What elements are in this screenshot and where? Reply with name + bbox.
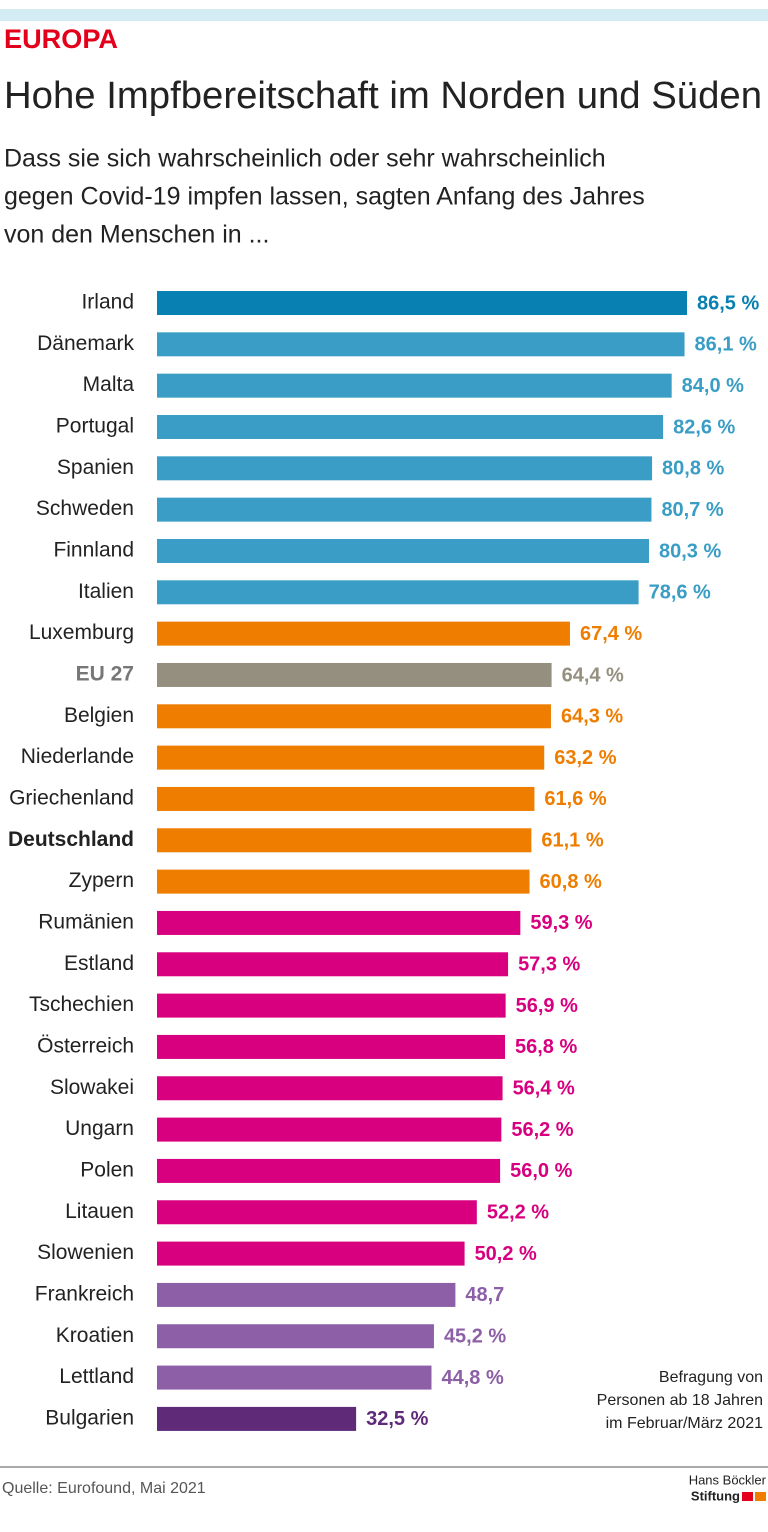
bar	[157, 952, 509, 977]
category-label: Bulgarien	[45, 1406, 134, 1429]
category-label: Luxemburg	[29, 621, 134, 644]
bar	[157, 910, 521, 935]
category-label: Finnland	[53, 539, 134, 562]
value-label: 67,4 %	[580, 623, 642, 645]
bar	[157, 1282, 456, 1307]
category-label: Rumänien	[38, 910, 134, 933]
bar	[157, 1324, 434, 1349]
bar	[157, 621, 570, 646]
category-label: Niederlande	[21, 745, 134, 768]
value-label: 80,7 %	[661, 499, 723, 521]
value-label: 80,3 %	[659, 540, 721, 562]
category-label: Österreich	[37, 1034, 134, 1057]
bar	[157, 704, 551, 729]
category-label: Frankreich	[35, 1282, 134, 1305]
source: Quelle: Eurofound, Mai 2021	[2, 1480, 206, 1497]
bar	[157, 1406, 357, 1431]
value-label: 82,6 %	[673, 416, 735, 438]
bar	[157, 332, 685, 357]
chart-title: Hohe Impfbereitschaft im Norden und Süde…	[4, 75, 762, 117]
bar	[157, 291, 687, 315]
value-label: 84,0 %	[682, 375, 744, 397]
bar	[157, 538, 649, 563]
category-label: Polen	[80, 1158, 134, 1181]
bar	[157, 497, 652, 522]
category-label: EU 27	[76, 663, 134, 686]
bar	[157, 414, 664, 439]
value-label: 56,9 %	[516, 995, 578, 1017]
category-label: Portugal	[56, 415, 134, 438]
category-label: Slowenien	[37, 1241, 134, 1264]
note-line: im Februar/März 2021	[606, 1415, 763, 1432]
bar	[157, 745, 545, 770]
category-label: Spanien	[57, 456, 134, 479]
value-label: 56,4 %	[513, 1078, 575, 1100]
category-label: Kroatien	[56, 1324, 134, 1347]
bar	[157, 869, 530, 894]
value-label: 63,2 %	[554, 747, 616, 769]
value-label: 44,8 %	[441, 1367, 503, 1389]
category-label: Irland	[81, 291, 134, 314]
category-label: Griechenland	[9, 787, 134, 810]
value-label: 86,1 %	[695, 334, 757, 356]
category-label: Tschechien	[29, 993, 134, 1016]
value-label: 64,4 %	[562, 664, 624, 686]
bar	[157, 1158, 501, 1183]
bar	[157, 662, 552, 687]
subtitle-line: Dass sie sich wahrscheinlich oder sehr w…	[4, 145, 606, 173]
bar	[157, 456, 653, 481]
note-line: Personen ab 18 Jahren	[597, 1392, 763, 1409]
bar	[157, 1117, 502, 1142]
category-label: Dänemark	[37, 332, 134, 355]
category-label: Litauen	[65, 1200, 134, 1223]
logo-text: Stiftung	[691, 1488, 740, 1503]
value-label: 50,2 %	[475, 1243, 537, 1265]
value-label: 57,3 %	[518, 954, 580, 976]
category-label: Estland	[64, 952, 134, 975]
value-label: 61,1 %	[541, 830, 603, 852]
logo-text: Hans Böckler	[689, 1472, 767, 1487]
category-label: Belgien	[64, 704, 134, 727]
value-label: 56,2 %	[511, 1119, 573, 1141]
value-label: 59,3 %	[530, 912, 592, 934]
value-label: 52,2 %	[487, 1202, 549, 1224]
bar	[157, 580, 639, 605]
bar	[157, 1365, 432, 1390]
value-label: 48,7	[465, 1284, 504, 1306]
logo-mark	[755, 1492, 766, 1501]
bar	[157, 993, 506, 1018]
category-label: Schweden	[36, 497, 134, 520]
value-label: 78,6 %	[649, 582, 711, 604]
category-label: Malta	[83, 373, 135, 396]
value-label: 56,0 %	[510, 1160, 572, 1182]
category-label: Zypern	[69, 869, 134, 892]
category-label: Lettland	[59, 1365, 134, 1388]
value-label: 56,8 %	[515, 1036, 577, 1058]
subtitle-line: von den Menschen in ...	[4, 221, 269, 249]
logo-mark	[742, 1492, 753, 1501]
value-label: 32,5 %	[366, 1408, 428, 1430]
subtitle-line: gegen Covid-19 impfen lassen, sagten Anf…	[4, 183, 645, 211]
kicker: EUROPA	[4, 24, 118, 54]
bar	[157, 373, 672, 398]
note-line: Befragung von	[659, 1369, 763, 1386]
category-label: Italien	[78, 580, 134, 603]
value-label: 64,3 %	[561, 706, 623, 728]
bar	[157, 828, 532, 853]
top-band	[0, 9, 768, 21]
value-label: 80,8 %	[662, 458, 724, 480]
bar	[157, 1034, 506, 1059]
category-label: Ungarn	[65, 1117, 134, 1140]
bar	[157, 1241, 465, 1266]
value-label: 61,6 %	[544, 788, 606, 810]
value-label: 86,5 %	[697, 292, 759, 314]
value-label: 45,2 %	[444, 1326, 506, 1348]
category-label: Deutschland	[8, 828, 134, 851]
bar	[157, 786, 535, 811]
category-label: Slowakei	[50, 1076, 134, 1099]
value-label: 60,8 %	[540, 871, 602, 893]
bar	[157, 1200, 477, 1225]
bar	[157, 1076, 503, 1101]
